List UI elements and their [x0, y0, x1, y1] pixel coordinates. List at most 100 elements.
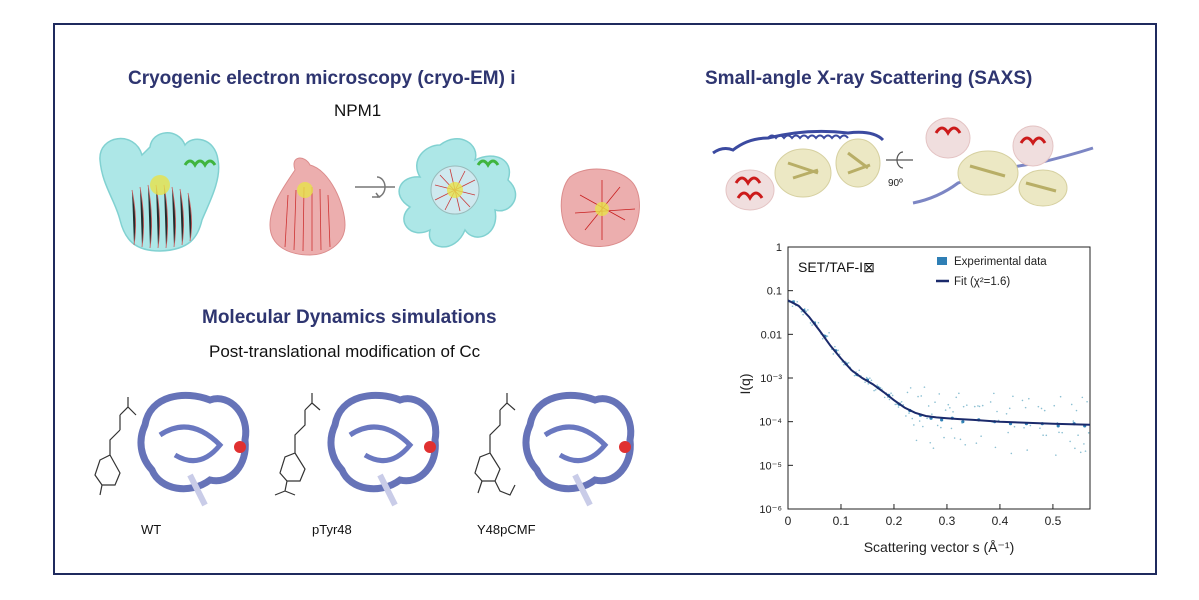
- experimental-point: [869, 377, 871, 379]
- experimental-point: [1087, 432, 1090, 434]
- experimental-point: [867, 383, 870, 385]
- experimental-point: [962, 405, 965, 408]
- experimental-point: [837, 349, 839, 352]
- experimental-point: [894, 403, 897, 406]
- experimental-point: [950, 427, 953, 430]
- x-tick-label: 0.1: [833, 514, 850, 528]
- experimental-point: [932, 447, 935, 449]
- experimental-point: [996, 410, 998, 413]
- experimental-point: [926, 417, 928, 420]
- experimental-data-points: [788, 300, 1090, 456]
- experimental-point: [802, 313, 804, 316]
- experimental-point: [920, 395, 923, 397]
- experimental-point: [891, 394, 894, 397]
- experimental-point: [888, 398, 891, 401]
- experimental-point: [1053, 404, 1056, 407]
- experimental-point: [879, 386, 882, 389]
- y-tick-label: 10⁻³: [760, 373, 782, 385]
- experimental-point: [949, 406, 951, 409]
- variant-label-y48pcmf: Y48pCMF: [477, 522, 536, 537]
- experimental-point: [1012, 395, 1014, 398]
- experimental-point: [918, 420, 921, 422]
- wt-structure: [94, 391, 250, 507]
- legend-experimental-swatch: [937, 257, 947, 265]
- x-tick-label: 0.2: [886, 514, 903, 528]
- experimental-point: [978, 405, 981, 408]
- rotation-90-icon: [886, 151, 913, 169]
- experimental-point: [1086, 400, 1088, 403]
- experimental-point: [1028, 397, 1030, 400]
- experimental-point: [791, 305, 794, 308]
- y-tick-label: 10⁻⁶: [759, 504, 782, 516]
- experimental-point: [909, 387, 912, 389]
- experimental-point: [1024, 406, 1027, 409]
- md-title: Molecular Dynamics simulations: [202, 307, 497, 328]
- experimental-point: [1021, 399, 1024, 402]
- experimental-point: [1059, 395, 1062, 398]
- pcmf-skeletal-formula: [474, 393, 516, 496]
- experimental-point: [1058, 431, 1060, 434]
- experimental-point: [1026, 449, 1029, 451]
- experimental-point: [807, 309, 809, 311]
- experimental-point: [975, 442, 978, 444]
- y-tick-label: 10⁻⁵: [759, 460, 782, 472]
- experimental-point: [865, 376, 868, 379]
- fit-line: [787, 299, 1091, 426]
- variant-label-ptyr48: pTyr48: [312, 522, 352, 537]
- experimental-point: [905, 415, 907, 417]
- experimental-point: [883, 396, 886, 399]
- experimental-point: [993, 392, 995, 395]
- y-tick-label: 0.1: [767, 286, 782, 298]
- experimental-point: [1013, 425, 1016, 428]
- md-structures: [94, 391, 635, 507]
- experimental-point: [917, 395, 919, 398]
- experimental-point: [1084, 450, 1087, 452]
- cryo-density-top-view: [398, 138, 517, 248]
- plot-area-frame: [787, 246, 1091, 510]
- experimental-point: [803, 307, 806, 310]
- experimental-point: [931, 413, 933, 415]
- experimental-point: [913, 424, 915, 426]
- experimental-point: [1043, 409, 1046, 412]
- cryo-em-title: Cryogenic electron microscopy (cryo-EM) …: [128, 68, 516, 89]
- experimental-point: [915, 439, 918, 442]
- experimental-point: [940, 418, 944, 422]
- rotation-label: 90º: [888, 178, 903, 189]
- experimental-point: [874, 388, 877, 391]
- experimental-point: [843, 363, 845, 366]
- experimental-point: [973, 405, 976, 408]
- experimental-point: [989, 401, 992, 403]
- experimental-point: [952, 411, 954, 413]
- experimental-point: [947, 403, 950, 406]
- experimental-point: [809, 322, 812, 324]
- experimental-point: [811, 324, 813, 326]
- experimental-point: [1039, 427, 1041, 429]
- cryo-density-pink-round: [560, 168, 640, 247]
- experimental-point: [817, 321, 820, 324]
- x-axis-ticks: 0 0.1 0.2 0.3 0.4 0.5: [785, 504, 1062, 528]
- experimental-point: [911, 417, 914, 420]
- experimental-point: [858, 369, 861, 372]
- cryo-density-side-view: [99, 132, 220, 252]
- experimental-point: [923, 386, 926, 388]
- experimental-point: [828, 331, 830, 334]
- tyrosine-skeletal-formula: [94, 397, 137, 496]
- experimental-point: [1008, 407, 1011, 410]
- saxs-chart: 1 0.1 0.01 10⁻³ 10⁻⁴ 10⁻⁵ 10⁻⁶ 0 0.1 0.2 0.3 0.4 0.…: [737, 242, 1091, 555]
- experimental-point: [876, 384, 879, 386]
- legend-experimental-label: Experimental data: [954, 256, 1047, 268]
- experimental-point: [958, 392, 960, 395]
- saxs-model-front: [712, 129, 885, 211]
- experimental-point: [800, 310, 803, 313]
- chart-title: SET/TAF-I⊠: [798, 259, 875, 275]
- experimental-point: [961, 422, 963, 424]
- experimental-point: [1081, 396, 1084, 399]
- y-axis-ticks: 1 0.1 0.01 10⁻³ 10⁻⁴ 10⁻⁵ 10⁻⁶: [759, 242, 793, 516]
- y48pcmf-structure: [474, 391, 635, 507]
- experimental-point: [796, 300, 799, 303]
- cryo-density-pink-view: [269, 157, 346, 256]
- experimental-point: [896, 403, 898, 406]
- experimental-point: [805, 310, 808, 313]
- md-subtitle: Post-translational modification of Cc: [209, 342, 481, 361]
- experimental-point: [1072, 420, 1075, 422]
